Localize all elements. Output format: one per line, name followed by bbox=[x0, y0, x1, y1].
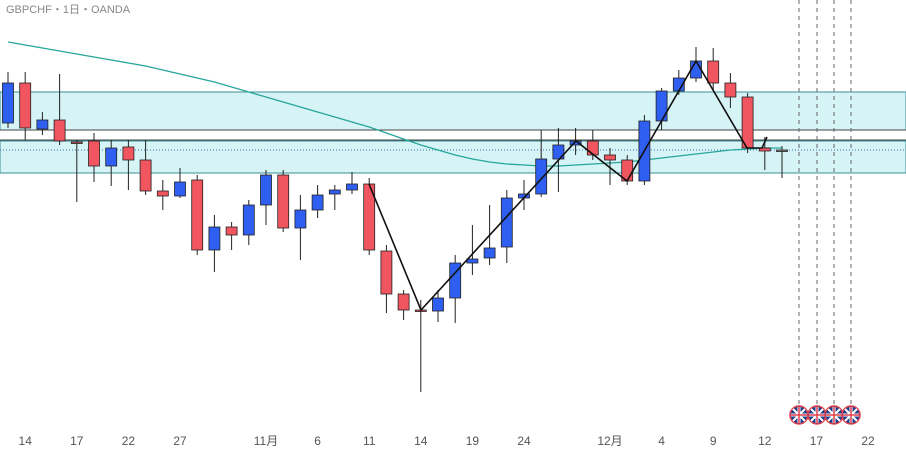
candle-body bbox=[655, 90, 668, 122]
candle-body bbox=[156, 190, 169, 197]
candle-body bbox=[724, 82, 737, 98]
candle-body bbox=[277, 174, 290, 229]
candle-body bbox=[88, 140, 100, 167]
chart-title: GBPCHF・1日・OANDA bbox=[6, 4, 131, 16]
candle-body bbox=[174, 181, 186, 197]
candle-body bbox=[105, 147, 118, 167]
candle-body bbox=[208, 226, 221, 251]
uk-flag[interactable] bbox=[824, 405, 844, 425]
candle-body bbox=[776, 149, 788, 152]
candle-body bbox=[346, 183, 358, 191]
candle-body bbox=[191, 179, 204, 251]
candle-body bbox=[449, 262, 462, 299]
candle-body bbox=[122, 146, 135, 161]
x-tick-label: 24 bbox=[517, 434, 531, 448]
candle-body bbox=[139, 159, 152, 192]
candle-body bbox=[2, 82, 14, 124]
x-tick-label: 14 bbox=[19, 434, 33, 448]
candle-body bbox=[758, 147, 771, 152]
candle-body bbox=[260, 174, 272, 206]
x-tick-label: 22 bbox=[861, 434, 875, 448]
candle-body bbox=[311, 194, 324, 211]
x-tick-label: 27 bbox=[173, 434, 187, 448]
zone bbox=[0, 91, 906, 131]
candle-body bbox=[225, 226, 238, 236]
candle-body bbox=[19, 82, 32, 129]
event-flags[interactable] bbox=[789, 405, 861, 425]
uk-flag[interactable] bbox=[807, 405, 827, 425]
candle-body bbox=[242, 204, 255, 236]
candle-body bbox=[483, 247, 496, 259]
x-tick-label: 4 bbox=[658, 434, 665, 448]
x-tick-label: 17 bbox=[70, 434, 84, 448]
candle-body bbox=[604, 154, 616, 161]
candle-body bbox=[432, 297, 444, 312]
event-lines bbox=[798, 0, 852, 405]
x-tick-label: 11月 bbox=[254, 434, 278, 448]
x-tick-label: 19 bbox=[466, 434, 480, 448]
zigzag bbox=[368, 59, 768, 312]
candle-body bbox=[328, 189, 341, 195]
candle-body bbox=[397, 293, 410, 311]
uk-flag[interactable] bbox=[789, 405, 809, 425]
uk-flag[interactable] bbox=[841, 405, 861, 425]
x-tick-label: 6 bbox=[314, 434, 321, 448]
candle-body bbox=[552, 144, 565, 160]
candle-body bbox=[36, 119, 49, 130]
candle-body bbox=[466, 258, 479, 264]
x-tick-label: 12月 bbox=[597, 434, 622, 448]
candle-body bbox=[294, 209, 307, 229]
x-tick-label: 22 bbox=[122, 434, 136, 448]
marks bbox=[2, 47, 788, 392]
candle-body bbox=[586, 140, 599, 156]
candle-body bbox=[535, 158, 548, 195]
candle-body bbox=[741, 96, 754, 149]
x-tick-label: 14 bbox=[414, 434, 428, 448]
moving-average bbox=[7, 41, 782, 167]
zones bbox=[0, 41, 906, 174]
zone bbox=[0, 140, 906, 174]
x-tick-label: 17 bbox=[810, 434, 824, 448]
candle-body bbox=[500, 197, 513, 248]
candle-body bbox=[70, 141, 83, 144]
x-tick-label: 11 bbox=[363, 434, 376, 448]
candle-body bbox=[53, 119, 66, 142]
x-tick-label: 12 bbox=[758, 434, 772, 448]
candle-body bbox=[707, 60, 720, 84]
x-tick-label: 9 bbox=[710, 434, 717, 448]
candle-body bbox=[380, 250, 393, 295]
candle-body bbox=[690, 60, 702, 79]
